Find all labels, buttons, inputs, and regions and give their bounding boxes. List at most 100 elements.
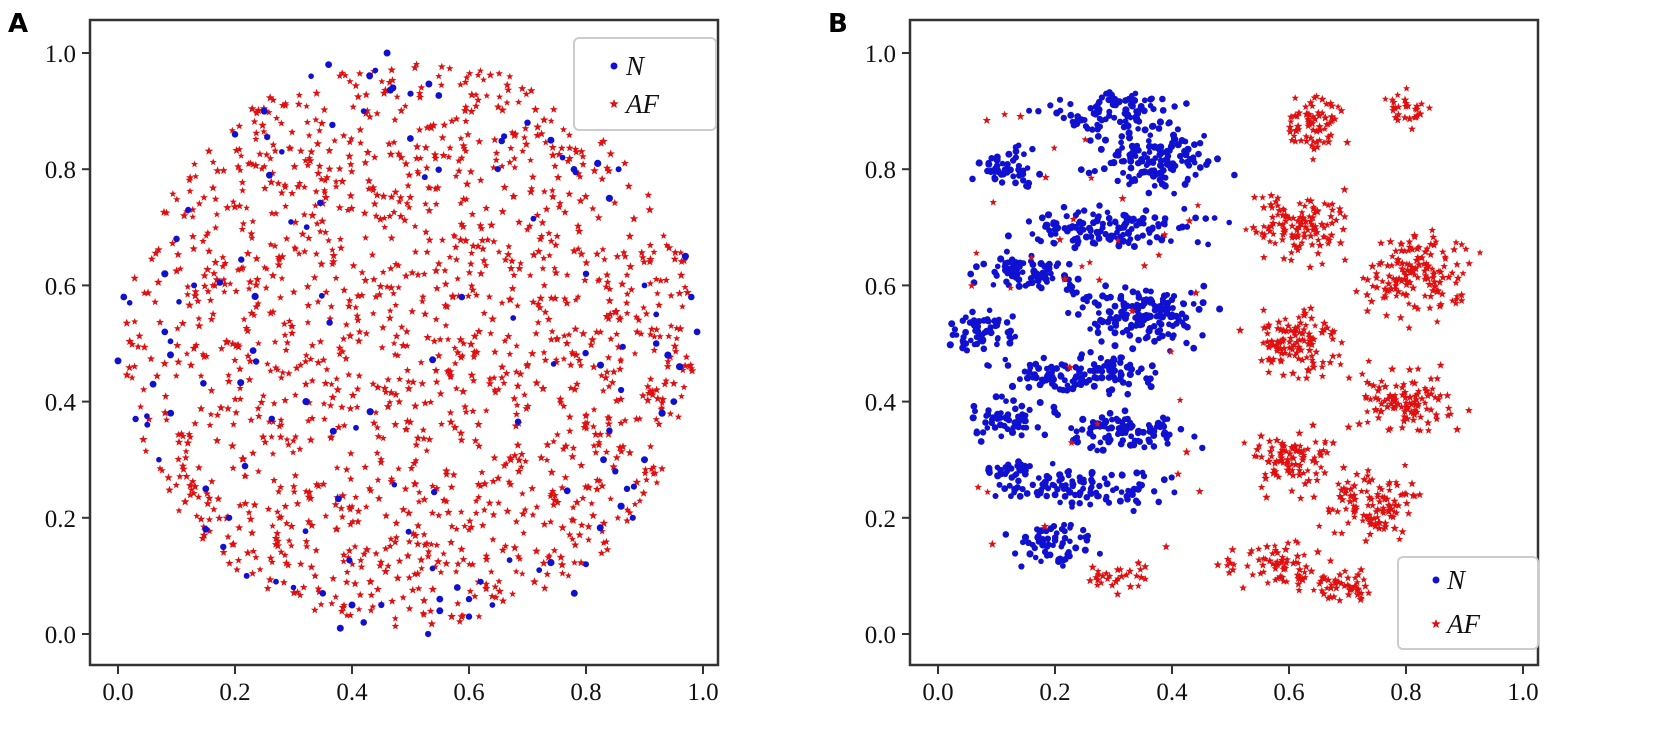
data-point-af [1410, 378, 1419, 387]
data-point-n [1191, 141, 1198, 149]
data-point-af [1283, 555, 1291, 563]
data-point-af [291, 244, 300, 253]
data-point-af [1336, 238, 1345, 247]
data-point-n [436, 607, 444, 615]
data-point-af [612, 396, 621, 405]
data-point-af [1367, 519, 1376, 528]
data-point-n [1142, 207, 1150, 214]
data-point-af [307, 147, 316, 156]
data-point-af [209, 309, 217, 318]
data-point-af [574, 293, 582, 300]
data-point-n [1023, 490, 1031, 497]
data-point-af [1318, 108, 1326, 117]
data-point-n [1169, 167, 1177, 174]
data-point-af [422, 200, 430, 207]
data-point-n [1178, 223, 1186, 231]
data-point-af [587, 340, 596, 349]
data-point-af [1182, 447, 1191, 456]
data-point-af [1313, 137, 1321, 146]
data-point-af [475, 493, 483, 501]
data-point-n [1102, 282, 1109, 290]
data-point-af [540, 348, 548, 356]
data-point-n [664, 351, 672, 359]
data-point-af [1290, 340, 1298, 349]
data-point-n [1155, 125, 1163, 132]
data-point-af [1304, 445, 1312, 453]
data-point-af [561, 441, 571, 450]
data-point-af [198, 534, 207, 542]
data-point-af [1292, 126, 1301, 135]
x-tick-label: 0.8 [570, 679, 601, 706]
data-point-af [264, 505, 273, 513]
data-point-af [457, 199, 465, 207]
data-point-af [424, 552, 432, 560]
data-point-af [1405, 392, 1415, 401]
data-point-af [1305, 329, 1314, 338]
data-point-af [599, 387, 607, 394]
data-point-af [154, 245, 163, 254]
data-point-n [1095, 310, 1102, 316]
data-point-af [310, 273, 319, 281]
data-point-n [238, 256, 245, 263]
data-point-af [1435, 278, 1444, 286]
data-point-af [1400, 407, 1409, 416]
data-point-af [1277, 349, 1286, 357]
data-point-af [625, 231, 635, 240]
data-point-n [1060, 386, 1067, 394]
data-point-af [1247, 546, 1256, 555]
data-point-af [477, 224, 486, 232]
data-point-n [1129, 288, 1137, 296]
data-point-af [352, 493, 360, 501]
data-point-af [313, 139, 322, 148]
data-point-n [389, 84, 397, 92]
data-point-n [498, 137, 506, 145]
data-point-af [200, 523, 208, 530]
data-point-af [184, 282, 192, 290]
data-point-af [564, 572, 572, 579]
data-point-af [1279, 459, 1287, 466]
data-point-af [1297, 220, 1306, 228]
data-point-af [1377, 485, 1386, 493]
data-point-n [1088, 471, 1095, 478]
data-point-n [980, 260, 988, 268]
data-point-af [1268, 340, 1278, 349]
data-point-af [1429, 269, 1438, 278]
data-point-af [275, 513, 284, 522]
data-point-n [951, 326, 959, 333]
data-point-af [1452, 299, 1460, 307]
data-point-af [515, 98, 523, 106]
data-point-af [255, 412, 263, 420]
data-point-af [1321, 439, 1329, 447]
data-point-af [432, 200, 440, 208]
data-point-n [974, 323, 981, 330]
data-point-n [997, 421, 1004, 429]
data-point-af [1264, 368, 1273, 376]
data-point-af [1098, 571, 1107, 580]
data-point-n [1127, 365, 1135, 373]
data-point-n [144, 413, 150, 419]
data-point-af [1326, 592, 1335, 601]
data-point-af [678, 392, 685, 400]
data-point-n [302, 528, 309, 535]
data-point-af [1401, 270, 1411, 279]
data-point-af [489, 510, 498, 519]
data-point-af [467, 370, 477, 379]
data-point-n [1108, 386, 1116, 394]
data-point-af [419, 293, 427, 300]
data-point-af [395, 465, 403, 472]
data-point-af [589, 422, 598, 430]
data-point-af [1263, 329, 1272, 337]
data-point-af [1352, 585, 1362, 594]
data-point-af [577, 249, 586, 258]
data-point-af [445, 367, 455, 376]
legend-marker-af-b [1431, 619, 1441, 628]
data-point-af [214, 494, 223, 503]
data-point-af [1279, 225, 1287, 232]
data-point-af [1394, 399, 1403, 408]
data-point-af [314, 297, 322, 305]
data-point-af [377, 458, 385, 466]
data-point-af [1382, 311, 1391, 319]
data-point-n [1194, 239, 1201, 246]
data-point-n [1018, 432, 1025, 439]
data-point-af [1094, 567, 1102, 575]
